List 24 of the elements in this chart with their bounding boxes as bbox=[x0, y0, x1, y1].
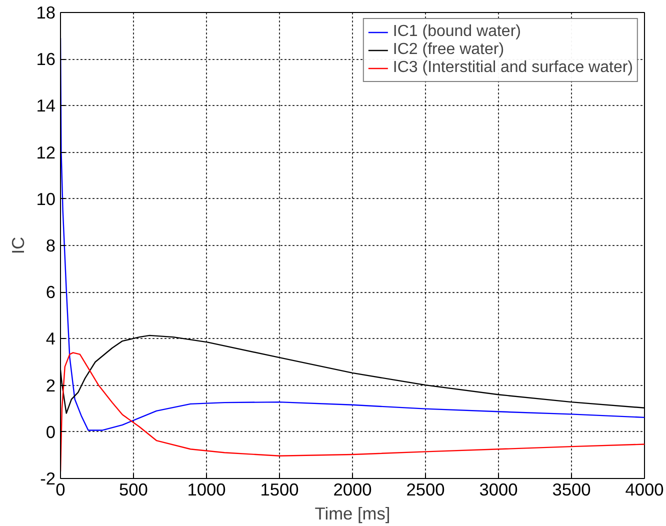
legend-label: IC1 (bound water) bbox=[392, 23, 521, 41]
x-tick-label: 4000 bbox=[625, 480, 664, 500]
x-tick-label: 3500 bbox=[552, 480, 591, 500]
y-tick-label: 14 bbox=[36, 96, 56, 116]
x-tick-label: 1000 bbox=[187, 480, 226, 500]
x-tick-label: 3000 bbox=[479, 480, 518, 500]
y-tick-label: 8 bbox=[46, 236, 56, 256]
legend-label: IC3 (Interstitial and surface water) bbox=[392, 59, 633, 77]
y-tick-label: -2 bbox=[40, 468, 56, 488]
legend-label: IC2 (free water) bbox=[392, 41, 504, 59]
x-tick-label: 2500 bbox=[406, 480, 445, 500]
y-tick-label: 6 bbox=[46, 282, 56, 302]
y-axis-title: IC bbox=[8, 236, 28, 254]
x-axis-title: Time [ms] bbox=[314, 504, 390, 524]
x-tick-label: 2000 bbox=[333, 480, 372, 500]
y-tick-label: 0 bbox=[46, 422, 56, 442]
x-tick-label: 500 bbox=[119, 480, 148, 500]
y-tick-label: 2 bbox=[46, 375, 56, 396]
y-tick-label: 18 bbox=[36, 2, 56, 22]
y-tick-label: 16 bbox=[36, 49, 56, 70]
x-tick-label: 1500 bbox=[260, 480, 299, 500]
y-tick-label: 4 bbox=[46, 328, 56, 349]
y-tick-label: 12 bbox=[36, 142, 56, 162]
y-tick-label: 10 bbox=[36, 188, 56, 209]
